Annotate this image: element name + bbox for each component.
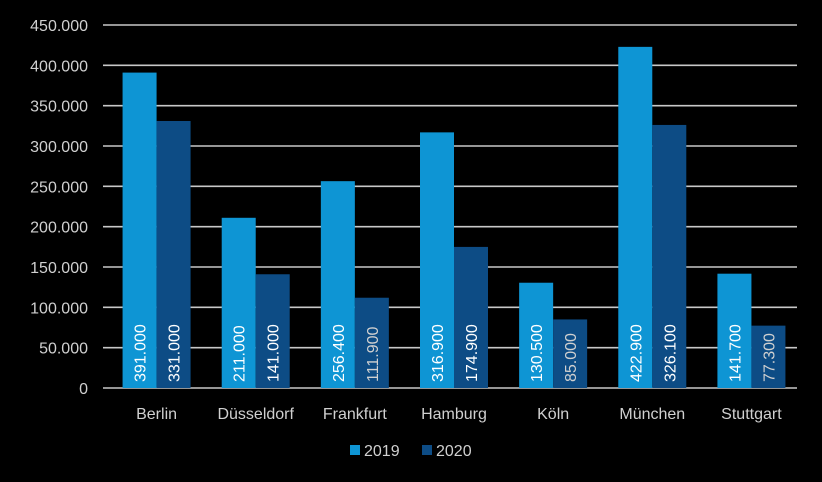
legend-label: 2019: [364, 443, 400, 460]
x-tick-label: Frankfurt: [323, 406, 388, 423]
y-tick-label: 450.000: [30, 18, 88, 35]
data-label: 141.000: [266, 324, 283, 382]
bar-2019: [122, 72, 157, 389]
data-label: 141.700: [727, 324, 744, 382]
data-label: 391.000: [133, 324, 150, 382]
y-tick-label: 100.000: [30, 300, 88, 317]
data-label: 174.900: [464, 324, 481, 382]
bar-2019: [618, 46, 653, 389]
bar-2020: [652, 124, 687, 389]
data-label: 331.000: [167, 324, 184, 382]
bar-2020: [255, 274, 290, 388]
data-label: 316.900: [430, 324, 447, 382]
bar-2020: [354, 297, 389, 388]
y-tick-label: 400.000: [30, 58, 88, 75]
data-label: 77.300: [761, 333, 778, 382]
x-tick-label: Köln: [537, 406, 569, 423]
data-label: 130.500: [529, 324, 546, 382]
bars: 391.000 331.000 211.000 141.000 256.400 111.9…: [122, 46, 786, 389]
data-label: 422.900: [628, 324, 645, 382]
y-tick-label: 0: [79, 381, 88, 398]
bar-2020: [156, 120, 191, 388]
x-tick-label: Berlin: [136, 406, 177, 423]
bar-2019: [221, 217, 256, 388]
data-label: 85.000: [563, 333, 580, 382]
y-tick-label: 150.000: [30, 260, 88, 277]
y-tick-label: 300.000: [30, 139, 88, 156]
bar-2019: [320, 181, 355, 388]
data-label: 256.400: [331, 324, 348, 382]
bar-2020: [751, 325, 786, 388]
legend-swatch: [422, 445, 432, 455]
x-tick-label: Hamburg: [421, 406, 487, 423]
bar-2019: [519, 282, 554, 388]
y-tick-label: 250.000: [30, 179, 88, 196]
y-tick-label: 50.000: [39, 341, 88, 358]
x-tick-label: Düsseldorf: [217, 406, 294, 423]
legend: 2019 2020: [350, 443, 472, 460]
bar-2020: [553, 319, 588, 388]
data-label: 111.900: [365, 326, 382, 382]
y-tick-label: 200.000: [30, 220, 88, 237]
bar-2019: [420, 132, 454, 388]
x-axis-tick-labels: Berlin Düsseldorf Frankfurt Hamburg Köln Münc…: [136, 406, 782, 423]
bar-2019: [717, 273, 752, 388]
legend-label: 2020: [436, 443, 472, 460]
x-tick-label: Stuttgart: [721, 406, 782, 423]
x-tick-label: München: [619, 406, 685, 423]
legend-swatch: [350, 445, 360, 455]
bar-2020: [454, 246, 488, 388]
y-axis-tick-labels: 0 50.000 100.000 150.000 200.000 250.000 300.0…: [30, 18, 88, 398]
y-tick-label: 350.000: [30, 99, 88, 116]
data-label: 326.100: [662, 324, 679, 382]
data-label: 211.000: [232, 325, 249, 382]
